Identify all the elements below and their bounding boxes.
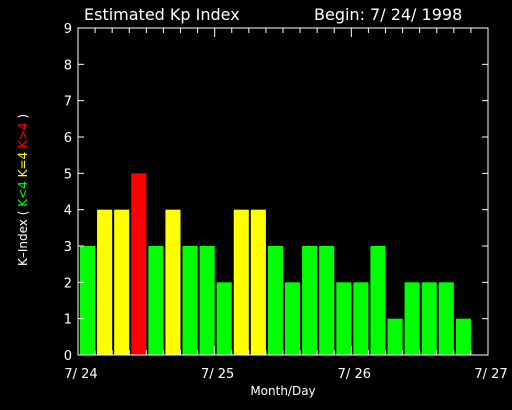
chart-title: Estimated Kp Index xyxy=(84,5,240,24)
y-tick-label: 8 xyxy=(64,58,72,73)
y-label-part: K=4 xyxy=(16,148,30,177)
bar xyxy=(319,246,335,355)
bar xyxy=(97,209,113,355)
y-label-part: K<4 xyxy=(16,177,30,206)
y-tick-label: 9 xyxy=(64,22,72,37)
bar xyxy=(353,282,369,355)
y-tick-label: 5 xyxy=(64,167,72,182)
y-label-suffix: ) xyxy=(16,114,30,123)
y-tick-label: 0 xyxy=(64,349,72,364)
bar xyxy=(370,246,386,355)
y-tick-label: 7 xyxy=(64,95,72,110)
bar xyxy=(302,246,318,355)
y-axis-label: K–Index ( K<4 K=4 K>4 ) xyxy=(16,114,30,266)
y-label-part: K>4 xyxy=(16,122,30,148)
bar xyxy=(421,282,437,355)
y-tick-label: 4 xyxy=(64,204,72,219)
bar xyxy=(438,282,454,355)
axes-group xyxy=(77,27,489,356)
bar xyxy=(285,282,301,355)
x-tick-label: 7/ 25 xyxy=(201,367,234,382)
bar xyxy=(131,173,147,355)
bars-group xyxy=(80,173,471,355)
bar xyxy=(80,246,96,355)
y-tick-label: 2 xyxy=(64,276,72,291)
bar xyxy=(114,209,130,355)
y-tick-labels: 0 1 2 3 4 5 6 7 8 9 xyxy=(64,22,72,364)
bar xyxy=(216,282,232,355)
bar xyxy=(250,209,266,355)
y-tick-label: 1 xyxy=(64,313,72,328)
bar xyxy=(199,246,215,355)
x-tick-label: 7/ 24 xyxy=(64,367,97,382)
bar xyxy=(336,282,352,355)
x-tick-label: 7/ 26 xyxy=(338,367,371,382)
y-label-prefix: K–Index ( xyxy=(16,207,30,266)
bar xyxy=(387,318,403,355)
x-axis-label: Month/Day xyxy=(250,384,315,398)
x-tick-label: 7/ 27 xyxy=(474,367,507,382)
bar xyxy=(455,318,471,355)
begin-date: Begin: 7/ 24/ 1998 xyxy=(314,5,462,24)
bar xyxy=(148,246,164,355)
bar xyxy=(182,246,198,355)
bar xyxy=(165,209,181,355)
y-tick-label: 3 xyxy=(64,240,72,255)
x-tick-labels: 7/ 24 7/ 25 7/ 26 7/ 27 xyxy=(64,367,507,382)
bar xyxy=(233,209,249,355)
bar xyxy=(267,246,283,355)
bar xyxy=(404,282,420,355)
y-tick-label: 6 xyxy=(64,131,72,146)
